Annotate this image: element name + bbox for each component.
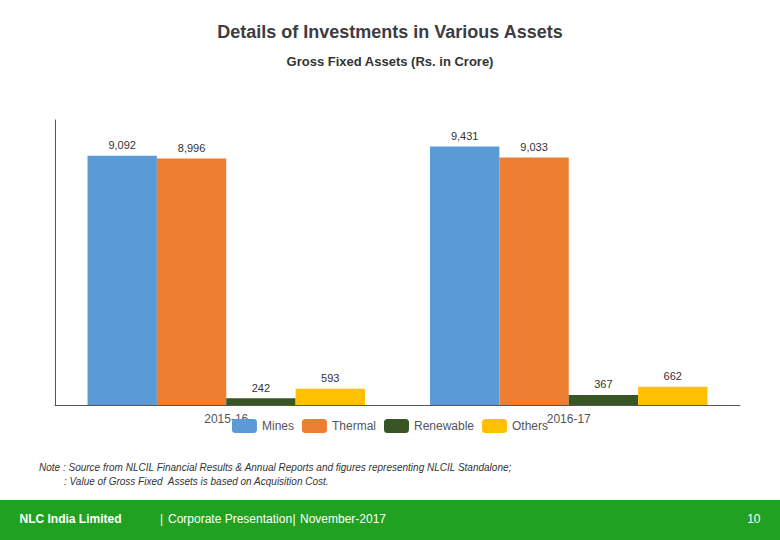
- svg-text:Mines: Mines: [262, 419, 294, 433]
- svg-text:|: |: [293, 512, 296, 526]
- svg-text:367: 367: [594, 378, 612, 390]
- svg-text:242: 242: [252, 382, 270, 394]
- svg-text:Thermal: Thermal: [332, 419, 376, 433]
- svg-text:2016-17: 2016-17: [547, 412, 591, 426]
- svg-text:662: 662: [664, 370, 682, 382]
- svg-text:Renewable: Renewable: [414, 419, 474, 433]
- svg-text:9,092: 9,092: [108, 139, 136, 151]
- svg-text:Note : Source from NLCIL Finan: Note : Source from NLCIL Financial Resul…: [39, 462, 512, 473]
- svg-text:: Value of Gross Fixed Assets: : Value of Gross Fixed Assets is based o…: [39, 476, 329, 487]
- svg-text:10: 10: [747, 512, 761, 526]
- svg-text:593: 593: [321, 372, 339, 384]
- svg-text:Corporate Presentation: Corporate Presentation: [168, 512, 292, 526]
- svg-text:Details of Investments in Vari: Details of Investments in Various Assets: [217, 22, 562, 42]
- svg-text:|: |: [160, 512, 163, 526]
- svg-text:9,431: 9,431: [451, 130, 479, 142]
- svg-text:2015-16: 2015-16: [204, 412, 249, 426]
- svg-text:November-2017: November-2017: [300, 512, 386, 526]
- svg-text:8,996: 8,996: [178, 142, 206, 154]
- svg-text:Others: Others: [512, 419, 548, 433]
- svg-text:NLC India Limited: NLC India Limited: [20, 512, 122, 526]
- svg-text:9,033: 9,033: [520, 141, 548, 153]
- svg-text:Gross Fixed Assets (Rs. in Cro: Gross Fixed Assets (Rs. in Crore): [287, 54, 494, 69]
